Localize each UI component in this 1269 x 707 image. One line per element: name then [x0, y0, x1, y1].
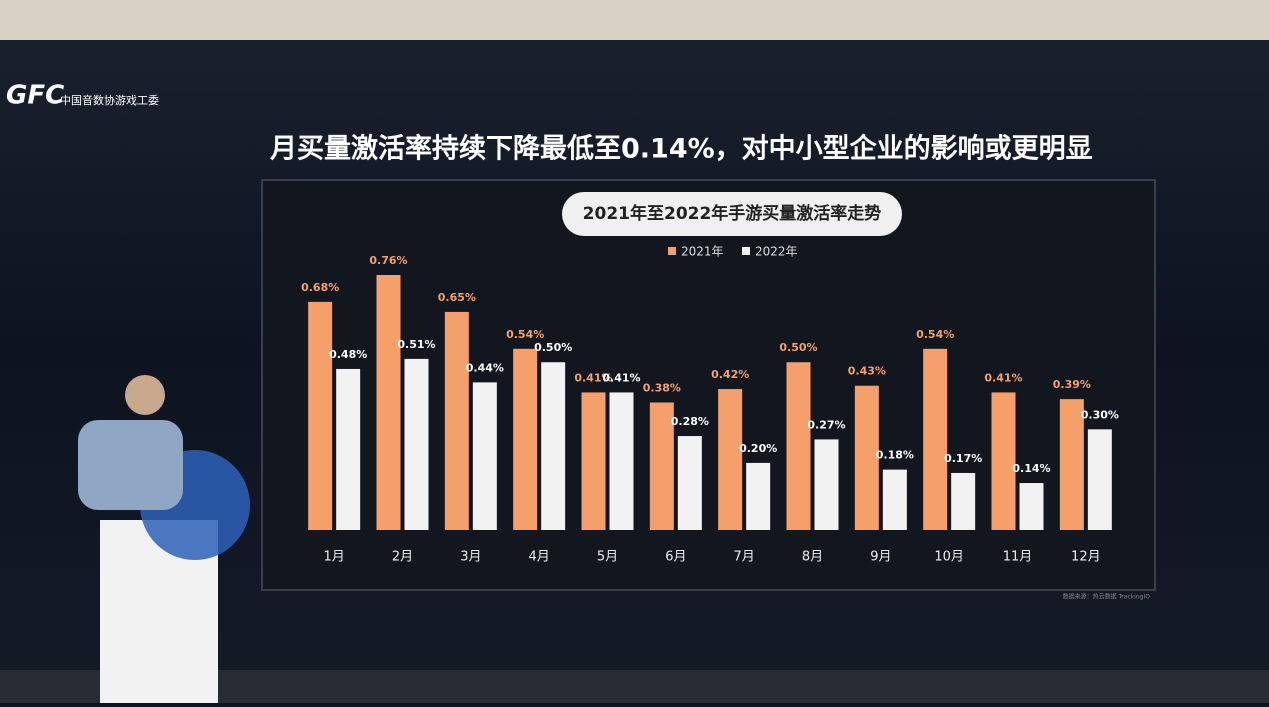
value-label: 0.39% — [1053, 378, 1091, 391]
ceiling — [0, 0, 1269, 40]
value-label: 0.17% — [944, 452, 982, 465]
value-label: 0.68% — [301, 281, 339, 294]
bar — [308, 301, 333, 530]
x-tick-label: 2月 — [392, 550, 413, 565]
bar — [718, 389, 743, 530]
bar — [882, 469, 907, 530]
value-label: 0.18% — [876, 449, 914, 462]
bar — [649, 402, 674, 530]
bar — [923, 348, 948, 530]
value-label: 0.41% — [984, 371, 1022, 384]
value-label: 0.44% — [466, 361, 504, 374]
bar — [786, 362, 811, 530]
bar — [541, 362, 566, 530]
value-label: 0.41% — [602, 371, 640, 384]
x-tick-label: 4月 — [529, 550, 550, 565]
logo-mark: GFC — [6, 81, 64, 111]
value-label: 0.42% — [711, 368, 749, 381]
chart-title: 2021年至2022年手游买量激活率走势 — [583, 203, 882, 224]
value-label: 0.41% — [574, 371, 612, 384]
value-label: 0.20% — [739, 442, 777, 455]
bar — [951, 472, 976, 530]
value-label: 0.27% — [807, 418, 845, 431]
bar — [991, 392, 1016, 530]
bar — [814, 439, 839, 530]
value-label: 0.28% — [671, 415, 709, 428]
speaker-body — [78, 420, 183, 510]
bar — [1019, 483, 1044, 530]
legend-label: 2021年 — [681, 245, 724, 259]
x-tick-label: 9月 — [870, 550, 891, 565]
x-tick-label: 6月 — [665, 550, 686, 565]
x-tick-label: 12月 — [1071, 550, 1101, 565]
bar — [376, 275, 401, 530]
bar — [1059, 399, 1084, 530]
bar — [472, 382, 497, 530]
legend-label: 2022年 — [755, 245, 798, 259]
x-tick-label: 10月 — [934, 550, 964, 565]
logo-text: 中国音数协游戏工委 — [60, 93, 159, 107]
x-tick-label: 1月 — [324, 550, 345, 565]
legend-swatch — [668, 247, 676, 255]
value-label: 0.54% — [506, 328, 544, 341]
x-tick-label: 11月 — [1003, 550, 1033, 565]
x-tick-label: 3月 — [460, 550, 481, 565]
value-label: 0.54% — [916, 328, 954, 341]
value-label: 0.50% — [779, 341, 817, 354]
value-label: 0.76% — [369, 254, 407, 267]
source: 数据来源：热云数据 TrackingIO — [1063, 593, 1151, 601]
value-label: 0.50% — [534, 341, 572, 354]
x-tick-label: 7月 — [734, 550, 755, 565]
value-label: 0.65% — [438, 291, 476, 304]
value-label: 0.43% — [848, 365, 886, 378]
bar — [444, 311, 469, 530]
x-tick-label: 5月 — [597, 550, 618, 565]
bar — [1087, 429, 1112, 530]
headline: 月买量激活率持续下降最低至0.14%，对中小型企业的影响或更明显 — [269, 133, 1093, 165]
value-label: 0.51% — [397, 338, 435, 351]
speaker-head — [125, 375, 165, 415]
chart-title-pill — [562, 192, 902, 236]
legend-swatch — [742, 247, 750, 255]
bar — [609, 392, 634, 530]
value-label: 0.30% — [1081, 408, 1119, 421]
bar — [746, 462, 771, 530]
bar — [336, 368, 361, 530]
value-label: 0.48% — [329, 348, 367, 361]
bar — [581, 392, 606, 530]
bar — [854, 385, 879, 530]
bar — [404, 358, 429, 530]
value-label: 0.14% — [1012, 462, 1050, 475]
bar — [513, 348, 538, 530]
value-label: 0.38% — [643, 382, 681, 395]
bar — [677, 436, 702, 530]
x-tick-label: 8月 — [802, 550, 823, 565]
